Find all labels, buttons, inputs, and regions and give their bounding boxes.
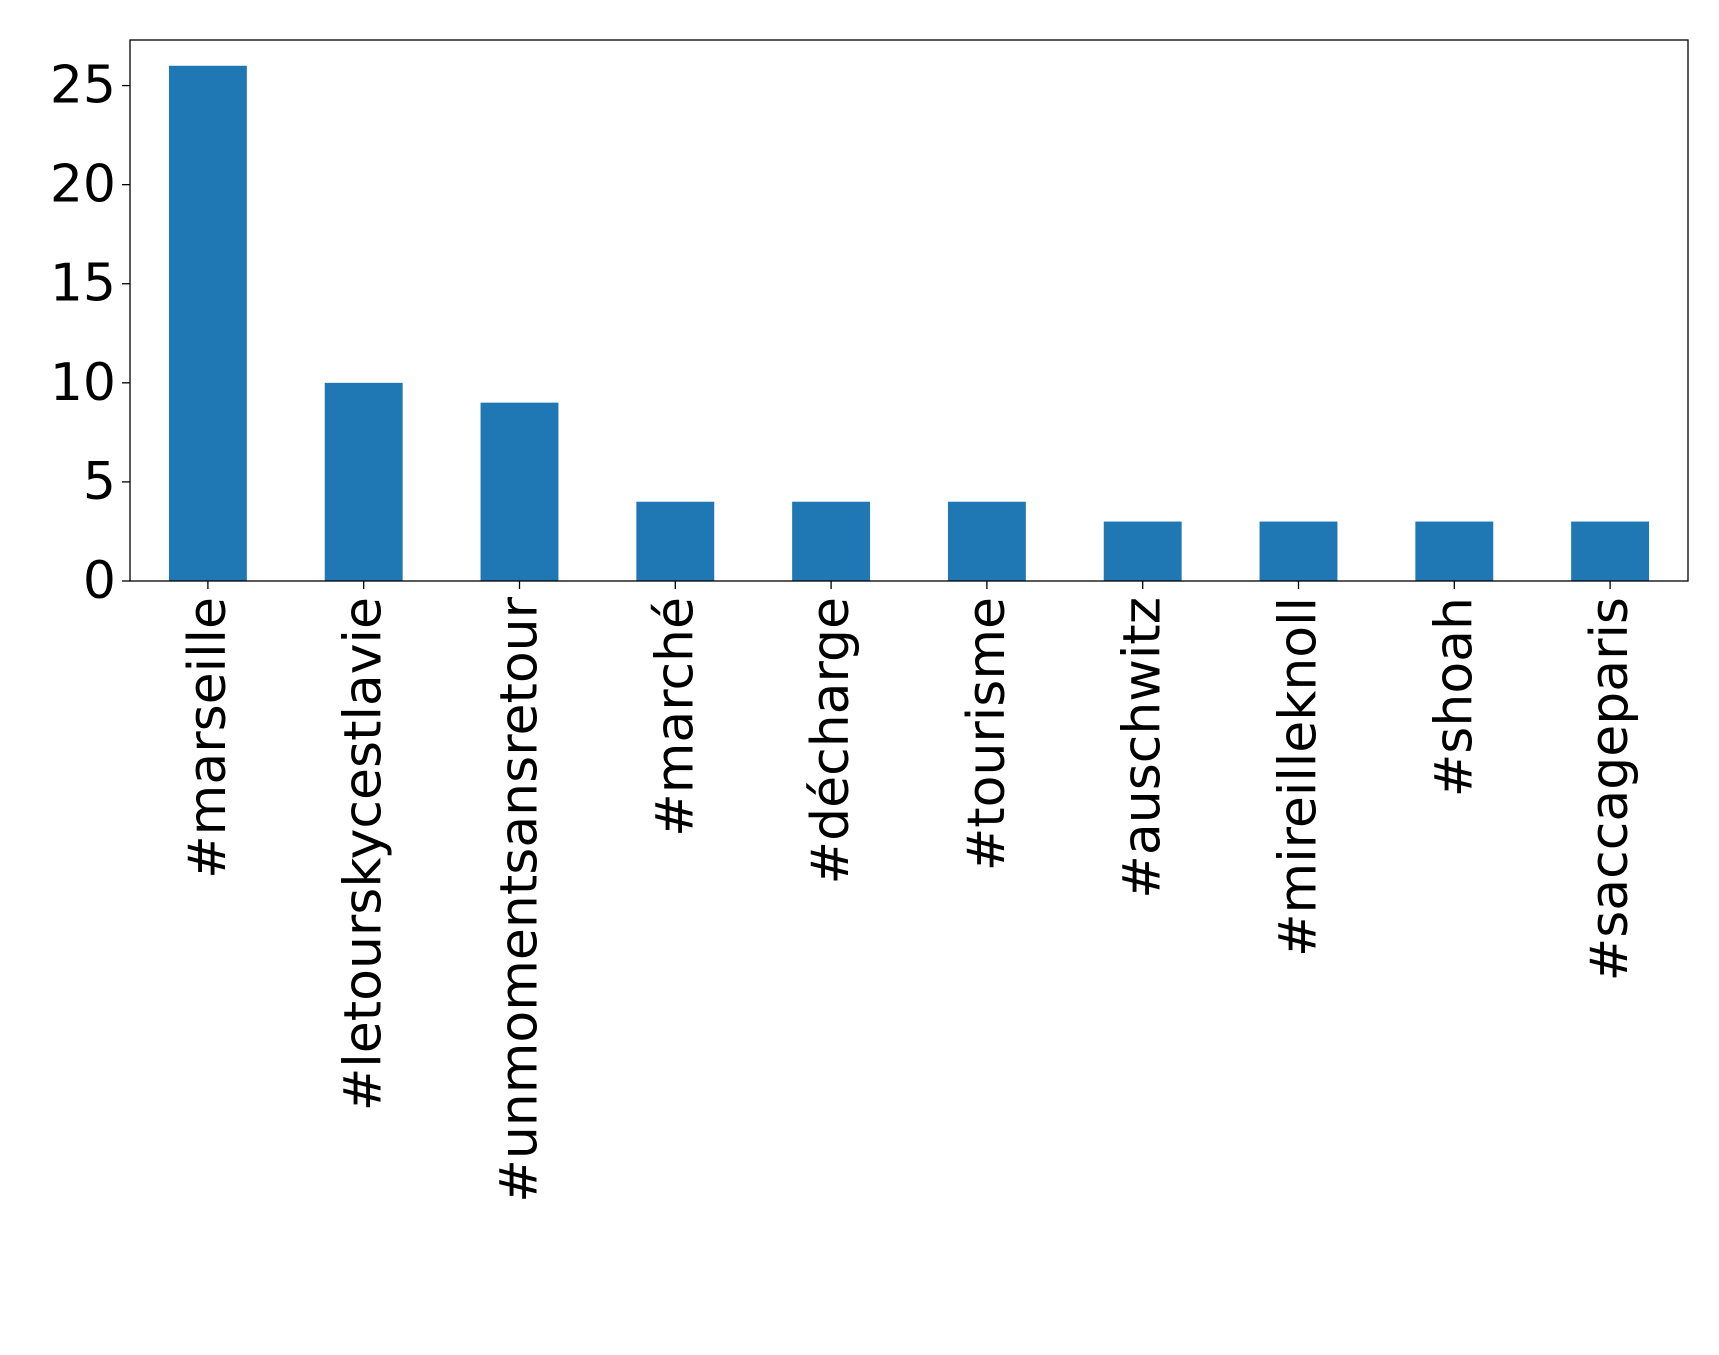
y-tick-label: 15	[50, 254, 116, 314]
x-tick-label: #auschwitz	[1113, 597, 1173, 899]
bar-9	[1571, 521, 1650, 581]
x-tick-label: #marseille	[178, 597, 238, 879]
y-tick-label: 0	[83, 551, 116, 611]
x-tick-label: #letourskycestlavie	[334, 597, 394, 1111]
x-tick-label: #shoah	[1424, 597, 1484, 797]
y-tick-label: 5	[83, 452, 116, 512]
bar-1	[324, 382, 403, 581]
plot-frame	[129, 39, 1689, 582]
bar-0	[168, 65, 247, 581]
bar-6	[1103, 521, 1182, 581]
y-axis: 0 5 10 15 20 25	[50, 56, 130, 611]
bar-4	[792, 501, 871, 581]
x-tick-label: #tourisme	[957, 597, 1017, 871]
x-tick-label: #mireilleknoll	[1269, 597, 1329, 957]
bar-5	[947, 501, 1026, 581]
x-tick-label: #unmomentsansretour	[490, 596, 550, 1202]
x-tick-label: #saccageparis	[1580, 597, 1640, 981]
y-tick-label: 20	[50, 155, 116, 215]
y-tick-label: 10	[50, 353, 116, 413]
bar-2	[480, 402, 559, 581]
bar-3	[636, 501, 715, 581]
bars-layer	[168, 65, 1650, 581]
bar-8	[1415, 521, 1494, 581]
x-tick-label: #marché	[645, 597, 705, 837]
x-tick-label: #décharge	[801, 597, 861, 884]
x-axis: #marseille #letourskycestlavie #unmomentsa…	[178, 581, 1640, 1203]
y-tick-label: 25	[50, 56, 116, 116]
bar-7	[1259, 521, 1338, 581]
